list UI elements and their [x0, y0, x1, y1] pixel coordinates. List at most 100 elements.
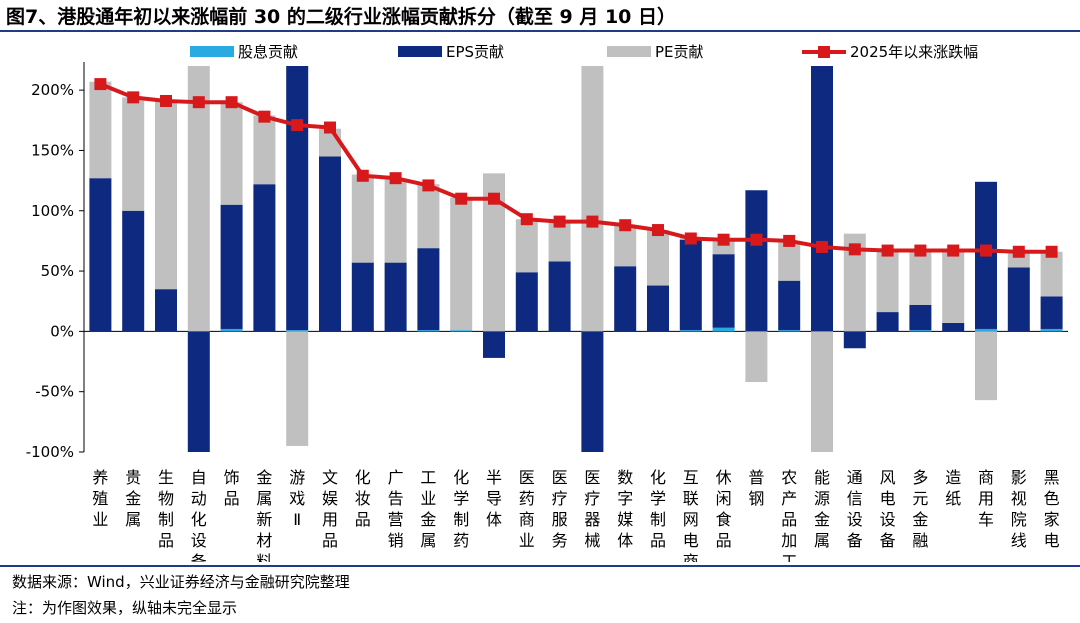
category-label: 游戏 Ⅱ	[289, 468, 305, 529]
eps-bar	[384, 262, 407, 332]
change-marker	[684, 232, 697, 245]
dividend-bar	[679, 330, 702, 332]
change-marker	[127, 91, 140, 104]
pe-bar	[351, 174, 374, 263]
category-label: 通信设备	[847, 468, 863, 550]
legend-change: 2025年以来涨跌幅	[802, 43, 978, 61]
eps-bar	[843, 331, 866, 349]
eps-bar	[351, 262, 374, 332]
eps-bar	[778, 280, 801, 331]
category-label: 农产品加工	[781, 468, 797, 562]
category-label: 化学制药	[453, 468, 469, 550]
category-label: 贵金属	[125, 468, 141, 529]
eps-bar	[614, 266, 637, 332]
eps-bar	[745, 190, 768, 332]
pe-bar	[548, 221, 571, 262]
category-label: 化妆品	[355, 468, 371, 529]
eps-bar	[122, 210, 145, 332]
pe-bar	[483, 173, 505, 332]
y-tick-label: -100%	[26, 443, 74, 461]
eps-bar	[417, 248, 440, 331]
legend-label: 股息贡献	[238, 43, 298, 61]
eps-bar	[581, 331, 604, 452]
change-marker	[914, 244, 927, 257]
change-marker	[586, 215, 599, 228]
category-label: 自动化设备	[191, 468, 207, 562]
change-marker	[192, 96, 205, 109]
eps-bar	[286, 66, 309, 331]
change-marker	[619, 219, 632, 232]
pe-bar	[187, 66, 210, 332]
category-label: 多元金融	[912, 468, 928, 550]
pe-bar	[286, 331, 309, 446]
footer-rule	[0, 565, 1080, 567]
pe-bar	[843, 233, 866, 332]
change-marker	[553, 215, 566, 228]
legend-label: PE贡献	[655, 43, 704, 61]
pe-bar	[909, 249, 932, 305]
dividend-bar	[220, 328, 243, 332]
pe-bar	[220, 102, 243, 205]
change-marker	[258, 110, 271, 123]
category-label: 医药商业	[519, 468, 535, 550]
pe-bar	[89, 81, 112, 179]
change-marker	[389, 172, 402, 185]
category-label: 互联网电商	[683, 468, 699, 562]
title-rule	[0, 30, 1080, 32]
change-marker	[94, 78, 107, 91]
category-label: 文娱用品	[322, 468, 338, 550]
change-marker	[1012, 245, 1025, 258]
legend-pe: PE贡献	[607, 43, 704, 61]
legend-swatch-marker	[818, 46, 830, 58]
eps-bar	[876, 312, 899, 332]
pe-bar	[155, 100, 177, 290]
eps-bar	[1007, 267, 1030, 332]
change-marker	[160, 94, 172, 107]
legend-eps: EPS贡献	[398, 43, 504, 61]
change-line	[99, 82, 1052, 254]
pe-bar	[1040, 251, 1063, 297]
legend-dividend: 股息贡献	[190, 43, 298, 61]
chart: 股息贡献 EPS贡献 PE贡献 2025年以来涨跌幅 -100% -50% 0% 50% 10…	[26, 43, 1068, 562]
change-marker	[1045, 245, 1058, 258]
change-marker	[520, 213, 533, 226]
change-marker	[848, 243, 861, 256]
dividend-bar	[778, 330, 801, 332]
bars	[89, 66, 1063, 452]
source-note: 数据来源：Wind，兴业证券经济与金融研究院整理	[12, 573, 350, 591]
category-label: 普钢	[748, 468, 764, 508]
change-marker	[980, 244, 992, 257]
change-marker	[750, 233, 763, 246]
dividend-bar	[712, 327, 735, 332]
category-label: 养殖业	[92, 468, 108, 529]
pe-bar	[253, 115, 276, 185]
category-label: 风电设备	[880, 468, 896, 550]
change-marker	[816, 240, 828, 253]
eps-bar	[483, 331, 505, 358]
eps-bar	[548, 261, 571, 332]
change-marker	[422, 179, 435, 192]
category-label: 工业金属	[420, 468, 436, 550]
pe-bar	[745, 331, 768, 383]
category-label: 能源金属	[814, 468, 830, 550]
change-marker	[717, 233, 730, 246]
pe-bar	[581, 66, 604, 332]
category-label: 生物制品	[158, 468, 174, 550]
footnote: 注：为作图效果，纵轴未完全显示	[12, 599, 238, 617]
legend-label: EPS贡献	[446, 43, 504, 61]
y-tick-label: 100%	[31, 202, 74, 220]
y-tick-label: 50%	[41, 262, 74, 280]
eps-bar	[679, 239, 702, 331]
category-label: 数字媒体	[617, 468, 633, 550]
legend-swatch	[607, 46, 651, 57]
change-marker	[488, 192, 500, 205]
category-label: 休闲食品	[716, 468, 732, 550]
legend-swatch	[398, 46, 442, 57]
eps-bar	[1040, 296, 1063, 329]
legend-label: 2025年以来涨跌幅	[850, 43, 978, 61]
eps-bar	[712, 254, 735, 328]
eps-bar	[155, 289, 177, 332]
figure-title: 图7、港股通年初以来涨幅前 30 的二级行业涨幅贡献拆分（截至 9 月 10 日…	[6, 6, 677, 28]
pe-bar	[614, 225, 637, 267]
